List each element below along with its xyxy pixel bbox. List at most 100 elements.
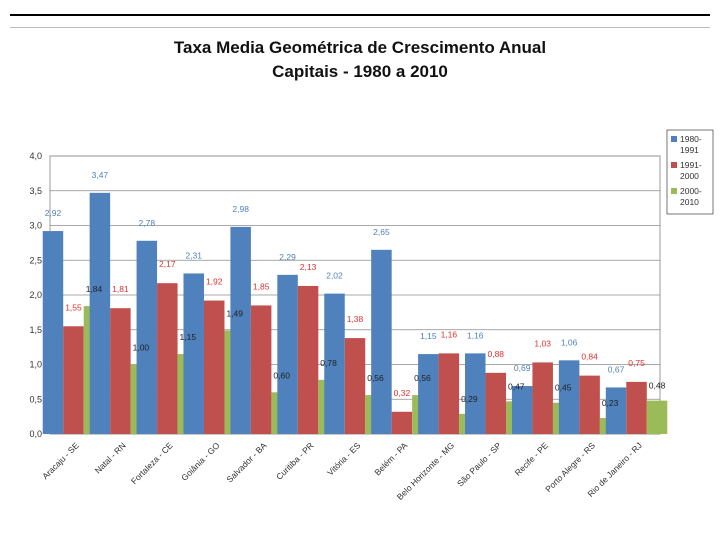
data-label: 3,47 bbox=[92, 170, 109, 180]
data-label: 0,60 bbox=[273, 370, 290, 380]
data-label: 0,75 bbox=[628, 358, 645, 368]
data-label: 0,84 bbox=[581, 352, 598, 362]
bar bbox=[391, 411, 413, 434]
legend-swatch bbox=[671, 136, 677, 142]
y-tick-label: 0,0 bbox=[29, 429, 42, 439]
data-label: 1,85 bbox=[253, 281, 270, 291]
x-tick-label: Vitória - ES bbox=[325, 440, 363, 478]
bar bbox=[646, 400, 668, 434]
data-label: 0,47 bbox=[508, 381, 525, 391]
data-label: 0,69 bbox=[514, 363, 531, 373]
data-label: 1,15 bbox=[420, 331, 437, 341]
data-label: 0,56 bbox=[367, 373, 384, 383]
bar bbox=[418, 354, 439, 434]
bar bbox=[579, 375, 600, 434]
y-tick-label: 3,0 bbox=[29, 221, 42, 231]
data-label: 0,56 bbox=[414, 373, 431, 383]
y-tick-label: 2,0 bbox=[29, 290, 42, 300]
top-rule-secondary bbox=[10, 27, 710, 28]
legend-swatch bbox=[671, 162, 677, 168]
bar bbox=[277, 274, 298, 434]
chart-title: Taxa Media Geométrica de Crescimento Anu… bbox=[173, 38, 547, 57]
data-label: 0,32 bbox=[394, 388, 411, 398]
data-label: 1,03 bbox=[534, 338, 551, 348]
y-tick-label: 3,5 bbox=[29, 186, 42, 196]
bar bbox=[626, 381, 647, 434]
data-label: 1,55 bbox=[65, 302, 82, 312]
data-label: 2,13 bbox=[300, 262, 317, 272]
data-label: 1,16 bbox=[467, 330, 484, 340]
bar bbox=[344, 338, 366, 434]
bar bbox=[371, 249, 392, 434]
x-tick-label: Porto Alegre - RS bbox=[543, 440, 597, 494]
bar bbox=[511, 386, 533, 434]
legend-label: 1991- bbox=[680, 160, 702, 170]
bar bbox=[485, 372, 507, 434]
bar bbox=[110, 308, 131, 434]
x-tick-label: Natal - RN bbox=[93, 440, 128, 475]
bar bbox=[230, 226, 251, 434]
bar bbox=[42, 231, 64, 434]
y-tick-label: 1,0 bbox=[29, 360, 42, 370]
bar bbox=[63, 326, 84, 434]
y-tick-label: 1,5 bbox=[29, 325, 42, 335]
data-label: 2,65 bbox=[373, 227, 390, 237]
legend-box bbox=[666, 129, 714, 215]
data-label: 2,78 bbox=[139, 218, 156, 228]
data-label: 2,29 bbox=[279, 252, 296, 262]
data-label: 0,29 bbox=[461, 394, 478, 404]
data-label: 1,81 bbox=[112, 284, 129, 294]
bar bbox=[297, 285, 319, 434]
top-rule bbox=[10, 14, 710, 16]
x-tick-label: Goiânia - GO bbox=[179, 440, 222, 483]
bar bbox=[465, 353, 486, 434]
data-label: 1,38 bbox=[347, 314, 364, 324]
data-label: 0,23 bbox=[602, 398, 619, 408]
y-tick-label: 0,5 bbox=[29, 394, 42, 404]
y-tick-label: 4,0 bbox=[29, 151, 42, 161]
bar bbox=[438, 353, 460, 434]
data-label: 1,49 bbox=[226, 308, 243, 318]
data-label: 0,67 bbox=[608, 364, 625, 374]
data-label: 1,16 bbox=[441, 329, 458, 339]
data-label: 2,98 bbox=[232, 204, 249, 214]
bar bbox=[324, 293, 345, 434]
legend-label: 2000- bbox=[680, 186, 702, 196]
data-label: 2,02 bbox=[326, 271, 343, 281]
data-label: 1,06 bbox=[561, 337, 578, 347]
data-label: 0,45 bbox=[555, 383, 572, 393]
data-label: 0,78 bbox=[320, 358, 337, 368]
x-tick-label: Fortaleza - CE bbox=[129, 440, 175, 486]
x-tick-label: Salvador - BA bbox=[224, 440, 268, 484]
legend-label-cont: 2000 bbox=[680, 171, 699, 181]
legend-swatch bbox=[671, 188, 677, 194]
data-label: 1,00 bbox=[133, 343, 150, 353]
x-tick-label: Aracaju - SE bbox=[40, 440, 81, 481]
data-label: 1,84 bbox=[86, 284, 103, 294]
bar bbox=[532, 362, 553, 434]
bar bbox=[203, 300, 225, 434]
data-label: 2,31 bbox=[185, 250, 202, 260]
legend-label-cont: 2010 bbox=[680, 197, 699, 207]
bar bbox=[136, 240, 158, 434]
bar bbox=[89, 192, 111, 434]
legend-label-cont: 1991 bbox=[680, 145, 699, 155]
data-label: 0,48 bbox=[649, 381, 666, 391]
x-tick-label: Curitiba - PR bbox=[274, 440, 315, 481]
data-label: 1,92 bbox=[206, 277, 223, 287]
x-tick-label: São Paulo - SP bbox=[455, 440, 503, 488]
x-tick-label: Recife - PE bbox=[513, 440, 551, 478]
x-tick-label: Belém - PA bbox=[372, 440, 409, 477]
data-label: 2,17 bbox=[159, 259, 176, 269]
legend-label: 1980- bbox=[680, 134, 702, 144]
bar bbox=[605, 387, 627, 434]
y-tick-label: 2,5 bbox=[29, 255, 42, 265]
bar bbox=[183, 273, 204, 434]
data-label: 1,15 bbox=[180, 332, 197, 342]
bar bbox=[157, 283, 178, 434]
chart-subtitle: Capitais - 1980 a 2010 bbox=[272, 62, 448, 81]
bar bbox=[558, 360, 580, 434]
data-label: 2,92 bbox=[45, 208, 62, 218]
bar bbox=[250, 305, 272, 434]
